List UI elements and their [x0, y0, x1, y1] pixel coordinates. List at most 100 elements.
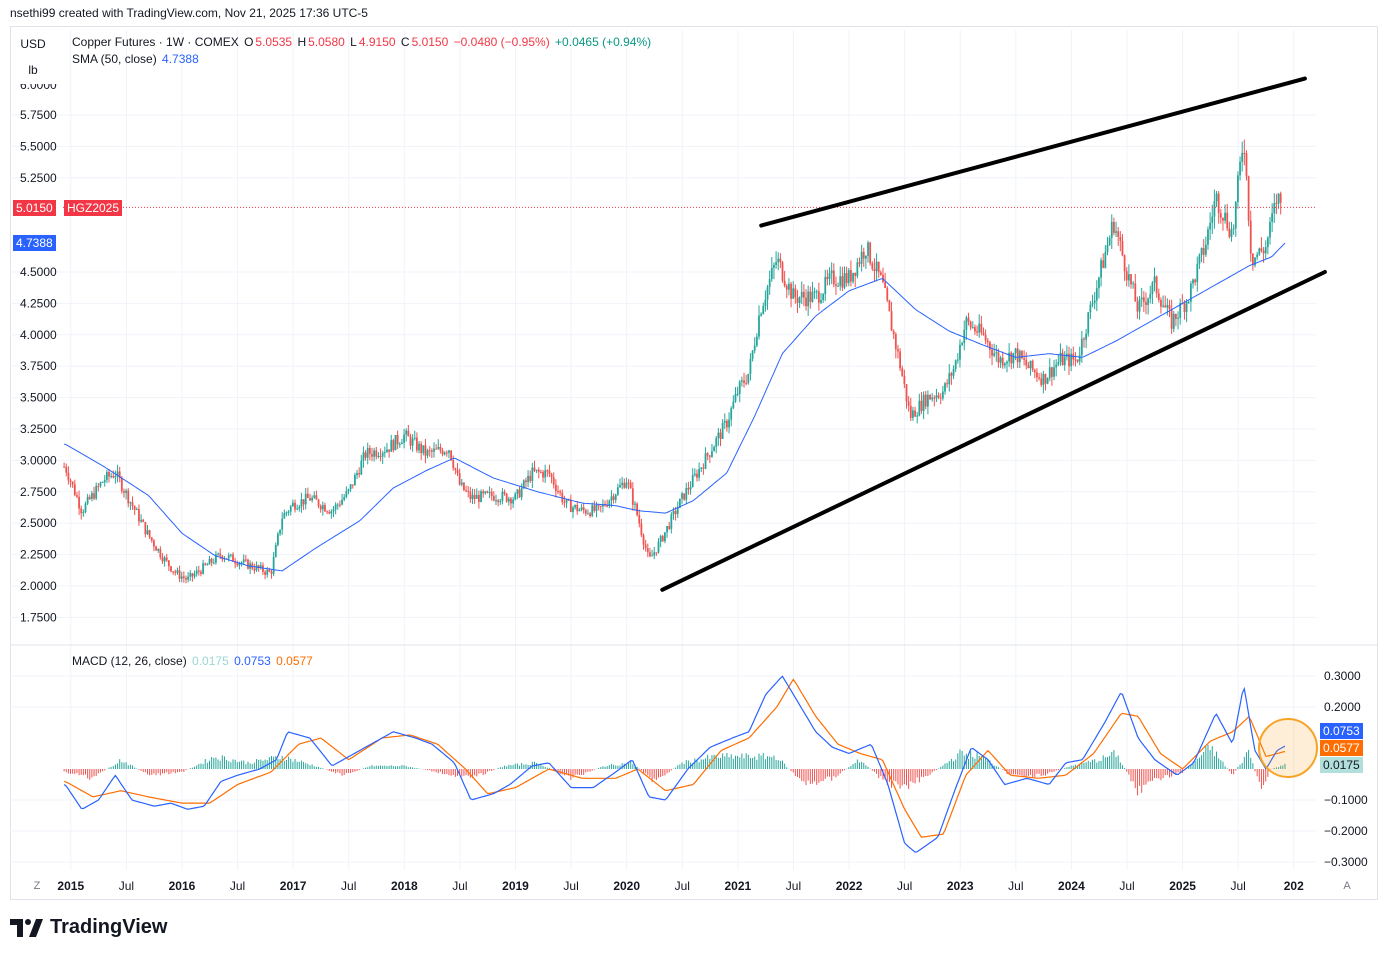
macd-pane — [63, 675, 1318, 853]
candle-down — [197, 570, 200, 572]
candle-up — [217, 553, 219, 555]
candle-up — [488, 491, 491, 493]
macd-tick-label: −0.3000 — [1324, 855, 1368, 869]
candle-down — [120, 478, 123, 492]
candle-down — [850, 270, 852, 282]
open-value: 5.0535 — [255, 35, 293, 49]
candle-down — [165, 557, 168, 561]
candle-down — [324, 505, 326, 512]
candle-down — [441, 450, 444, 455]
candle-up — [678, 498, 681, 508]
candle-down — [439, 446, 442, 451]
candle-up — [1211, 216, 1214, 223]
hist-price-tag: 0.0175 — [1320, 757, 1363, 773]
time-tick-label: Jul — [452, 879, 467, 893]
candle-up — [349, 484, 352, 490]
time-tick-label: 2021 — [725, 879, 752, 893]
price-tick-label: 2.7500 — [20, 485, 57, 499]
candle-up — [565, 499, 568, 503]
macd-line — [63, 675, 1286, 853]
candle-down — [219, 553, 222, 556]
candle-up — [1179, 303, 1182, 318]
candle-down — [123, 491, 125, 493]
candle-down — [1051, 367, 1053, 377]
candle-down — [247, 559, 249, 569]
candle-down — [371, 454, 373, 457]
time-tick-label: 2019 — [502, 879, 529, 893]
candle-down — [1117, 231, 1120, 237]
candle-down — [142, 519, 145, 523]
candle-down — [1142, 297, 1145, 302]
candle-up — [403, 434, 405, 443]
candle-up — [84, 503, 87, 513]
candle-up — [1213, 201, 1216, 217]
candle-up — [353, 475, 356, 486]
candle-down — [631, 488, 634, 505]
candle-up — [1147, 298, 1150, 305]
candle-up — [762, 305, 765, 314]
candle-up — [1215, 193, 1218, 202]
currency-unit-button[interactable]: USD — [14, 33, 52, 55]
candle-up — [1162, 305, 1164, 307]
candle-up — [313, 495, 316, 498]
candle-down — [463, 482, 465, 491]
candle-down — [1113, 221, 1115, 233]
price-tick-label: 2.0000 — [20, 579, 57, 593]
candle-down — [1121, 240, 1124, 256]
candle-up — [944, 383, 946, 392]
candle-down — [606, 505, 609, 507]
candle-up — [685, 487, 688, 500]
candle-up — [1151, 282, 1154, 294]
candle-down — [537, 469, 540, 472]
candle-up — [1273, 202, 1276, 214]
candle-down — [702, 467, 705, 469]
candle-down — [779, 258, 782, 263]
candle-down — [967, 317, 970, 322]
candle-down — [552, 477, 555, 485]
timezone-button[interactable]: Z — [33, 880, 41, 892]
candle-up — [99, 482, 102, 487]
time-tick-label: Jul — [119, 879, 134, 893]
candle-up — [499, 500, 502, 503]
candle-down — [884, 282, 887, 289]
candle-up — [1042, 373, 1045, 385]
candle-up — [360, 460, 363, 475]
symbol-label[interactable]: Copper Futures · 1W · COMEX — [72, 35, 239, 49]
candle-down — [597, 505, 600, 507]
candle-down — [877, 261, 880, 273]
candle-up — [1187, 301, 1190, 303]
sma-legend[interactable]: SMA (50, close) 4.7388 — [72, 52, 201, 66]
candle-down — [167, 560, 170, 567]
candle-up — [345, 491, 348, 497]
candle-down — [982, 332, 985, 335]
quantity-unit-button[interactable]: lb — [14, 59, 52, 81]
candle-down — [937, 395, 940, 398]
time-tick-label: Jul — [341, 879, 356, 893]
candle-down — [490, 491, 493, 497]
candle-down — [1134, 283, 1137, 302]
candle-up — [1070, 353, 1073, 367]
candle-up — [281, 518, 284, 530]
highlight-circle — [1258, 718, 1318, 778]
time-tick-label: 2016 — [169, 879, 196, 893]
candle-up — [1232, 228, 1235, 230]
candle-down — [907, 401, 910, 406]
candle-down — [1155, 276, 1158, 294]
auto-scale-button[interactable]: A — [1343, 880, 1351, 892]
candle-down — [339, 504, 341, 506]
candle-down — [584, 510, 587, 514]
candle-up — [764, 299, 767, 306]
candle-up — [1087, 312, 1090, 334]
macd-legend[interactable]: MACD (12, 26, close) 0.0175 0.0753 0.057… — [72, 654, 315, 668]
candle-up — [495, 500, 497, 502]
candle-up — [676, 507, 679, 515]
candle-up — [110, 475, 113, 477]
candle-up — [1185, 301, 1188, 313]
candle-up — [653, 552, 656, 556]
candle-up — [1258, 248, 1261, 255]
candle-down — [582, 507, 585, 511]
candle-down — [1243, 152, 1246, 154]
candle-down — [655, 552, 658, 554]
candle-up — [208, 558, 211, 565]
